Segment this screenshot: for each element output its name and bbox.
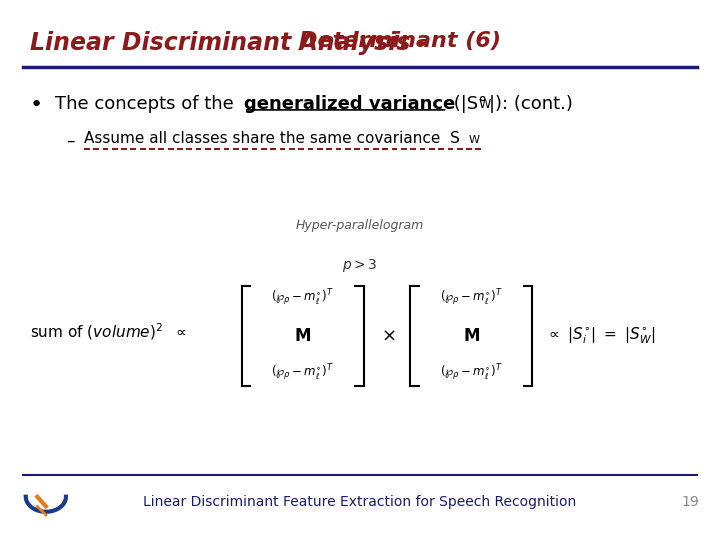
Text: •: • xyxy=(30,96,43,116)
Text: $\times$: $\times$ xyxy=(382,327,396,345)
Text: $(\wp_\rho - m_\ell^{\circ})^T$: $(\wp_\rho - m_\ell^{\circ})^T$ xyxy=(440,288,503,308)
Text: Determinant (6): Determinant (6) xyxy=(299,31,501,51)
Text: –: – xyxy=(66,131,74,150)
Text: Assume all classes share the same covariance  S: Assume all classes share the same covari… xyxy=(84,131,460,146)
Text: The concepts of the: The concepts of the xyxy=(55,96,240,113)
Text: 19: 19 xyxy=(681,495,699,509)
Text: |): (cont.): |): (cont.) xyxy=(489,96,573,113)
Text: $\propto\ |S_i^{\circ}|\ =\ |S_W^{\circ}|$: $\propto\ |S_i^{\circ}|\ =\ |S_W^{\circ}… xyxy=(546,325,656,346)
Text: $(\wp_\rho - m_\ell^{\circ})^T$: $(\wp_\rho - m_\ell^{\circ})^T$ xyxy=(440,363,503,383)
Text: $(\wp_\rho - m_\ell^{\circ})^T$: $(\wp_\rho - m_\ell^{\circ})^T$ xyxy=(271,363,334,383)
Text: W: W xyxy=(478,98,491,111)
Text: sum of $(volume)^2$  $\propto$: sum of $(volume)^2$ $\propto$ xyxy=(30,321,186,342)
Text: Linear Discriminant Analysis -: Linear Discriminant Analysis - xyxy=(30,31,437,55)
Text: (|S°: (|S° xyxy=(448,96,487,113)
Text: Hyper-parallelogram: Hyper-parallelogram xyxy=(296,219,424,232)
Text: generalized variance: generalized variance xyxy=(244,96,455,113)
Text: W: W xyxy=(469,135,480,145)
Text: $\mathbf{M}$: $\mathbf{M}$ xyxy=(463,327,480,345)
Text: $p>3$: $p>3$ xyxy=(342,256,378,274)
Text: $(\wp_\rho - m_\ell^{\circ})^T$: $(\wp_\rho - m_\ell^{\circ})^T$ xyxy=(271,288,334,308)
Text: $\mathbf{M}$: $\mathbf{M}$ xyxy=(294,327,311,345)
Text: Linear Discriminant Feature Extraction for Speech Recognition: Linear Discriminant Feature Extraction f… xyxy=(143,495,577,509)
